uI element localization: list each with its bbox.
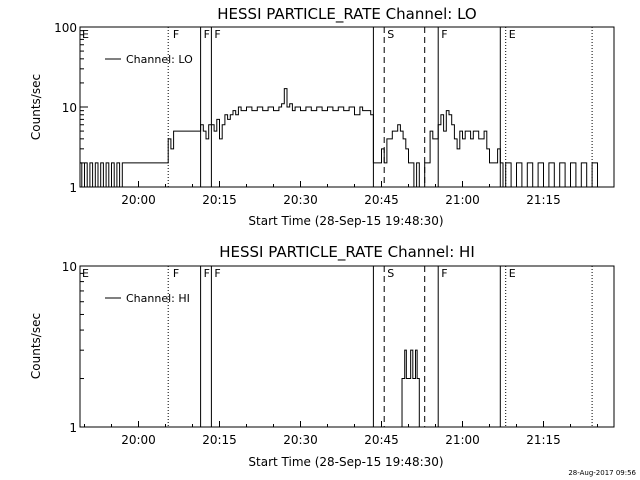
hi-edge-label-1: F: [173, 267, 179, 280]
hi-y-tick-label-1: 10: [62, 260, 77, 274]
hi-chart-title: HESSI PARTICLE_RATE Channel: HI: [219, 243, 475, 262]
lo-series-line: [80, 88, 605, 188]
lo-legend: Channel: LO: [105, 53, 193, 66]
lo-edge-label-1: F: [173, 28, 179, 41]
lo-marker-label-2: F: [214, 28, 220, 41]
hi-series-line: [400, 349, 422, 428]
hi-marker-label-4: S: [387, 267, 394, 280]
hi-x-tick-label-0: 20:00: [121, 433, 156, 447]
lo-x-tick-label-5: 21:15: [526, 193, 561, 207]
hi-legend-label: Channel: HI: [126, 292, 190, 305]
hi-marker-label-6: F: [441, 267, 447, 280]
lo-y-tick-label-1: 10: [62, 101, 77, 115]
lo-chart-title: HESSI PARTICLE_RATE Channel: LO: [217, 5, 476, 24]
hi-x-tick-label-4: 21:00: [445, 433, 480, 447]
lo-marker-label-8: E: [509, 28, 516, 41]
hi-edge-label-0: E: [82, 267, 89, 280]
hi-x-tick-label-3: 20:45: [364, 433, 399, 447]
lo-marker-label-4: S: [387, 28, 394, 41]
hi-y-axis-label: Counts/sec: [29, 313, 43, 379]
hi-legend: Channel: HI: [105, 292, 190, 305]
lo-x-axis-label: Start Time (28-Sep-15 19:48:30): [248, 214, 443, 228]
lo-y-axis-label: Counts/sec: [29, 74, 43, 140]
lo-channel-panel: HESSI PARTICLE_RATE Channel: LO Counts/s…: [29, 5, 615, 228]
hi-x-tick-label-1: 20:15: [202, 433, 237, 447]
lo-x-tick-label-2: 20:30: [283, 193, 318, 207]
lo-y-tick-label-0: 1: [69, 181, 77, 195]
lo-legend-label: Channel: LO: [126, 53, 193, 66]
hi-marker-label-2: F: [214, 267, 220, 280]
render-timestamp: 28-Aug-2017 09:56: [568, 469, 636, 477]
hi-x-tick-label-2: 20:30: [283, 433, 318, 447]
hi-marker-label-8: E: [509, 267, 516, 280]
hi-x-axis-label: Start Time (28-Sep-15 19:48:30): [248, 455, 443, 469]
lo-x-tick-label-3: 20:45: [364, 193, 399, 207]
lo-x-tick-label-4: 21:00: [445, 193, 480, 207]
lo-edge-label-0: E: [82, 28, 89, 41]
hi-plot-frame: [79, 265, 615, 428]
lo-marker-label-6: F: [441, 28, 447, 41]
lo-marker-label-1: F: [204, 28, 210, 41]
lo-x-tick-label-1: 20:15: [202, 193, 237, 207]
lo-y-tick-label-2: 100: [54, 21, 77, 35]
hi-x-tick-label-5: 21:15: [526, 433, 561, 447]
hi-y-tick-label-0: 1: [69, 421, 77, 435]
hi-channel-panel: HESSI PARTICLE_RATE Channel: HI Counts/s…: [29, 243, 615, 469]
lo-x-tick-label-0: 20:00: [121, 193, 156, 207]
hi-marker-label-1: F: [204, 267, 210, 280]
